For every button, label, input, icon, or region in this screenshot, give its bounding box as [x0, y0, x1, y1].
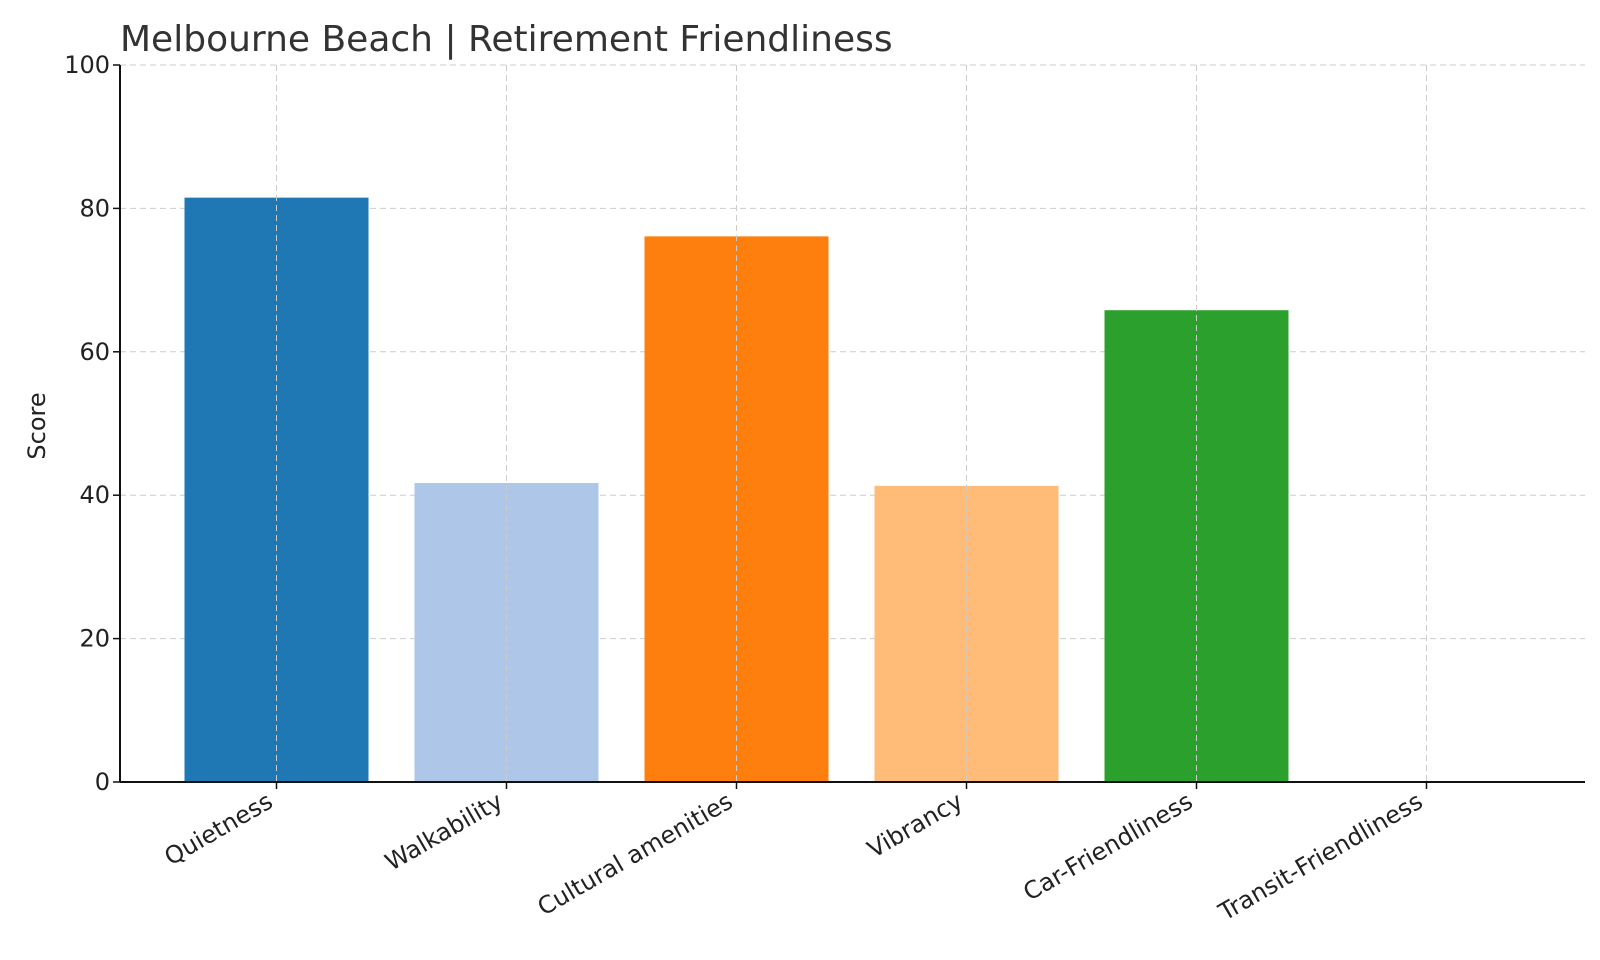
y-axis-ticks: 0 20 40 60 80 100 [64, 51, 120, 796]
y-tick-label: 40 [79, 481, 110, 509]
x-axis-ticks: Quietness Walkability Cultural amenities Vi… [160, 782, 1428, 927]
x-tick-label: Walkability [380, 787, 507, 877]
axes [119, 65, 1585, 783]
x-tick-label: Vibrancy [863, 787, 968, 864]
x-tick-label: Transit-Friendliness [1213, 787, 1427, 927]
x-tick-label: Quietness [160, 787, 278, 871]
y-tick-label: 60 [79, 338, 110, 366]
y-tick-label: 0 [95, 768, 110, 796]
y-tick-label: 20 [79, 625, 110, 653]
x-tick-label: Car-Friendliness [1018, 787, 1197, 907]
bar [414, 483, 599, 782]
y-tick-label: 100 [64, 51, 110, 79]
chart-title: Melbourne Beach | Retirement Friendlines… [120, 19, 893, 60]
x-tick-label: Cultural amenities [533, 787, 738, 921]
y-tick-label: 80 [79, 194, 110, 222]
y-axis-label: Score [23, 392, 51, 459]
